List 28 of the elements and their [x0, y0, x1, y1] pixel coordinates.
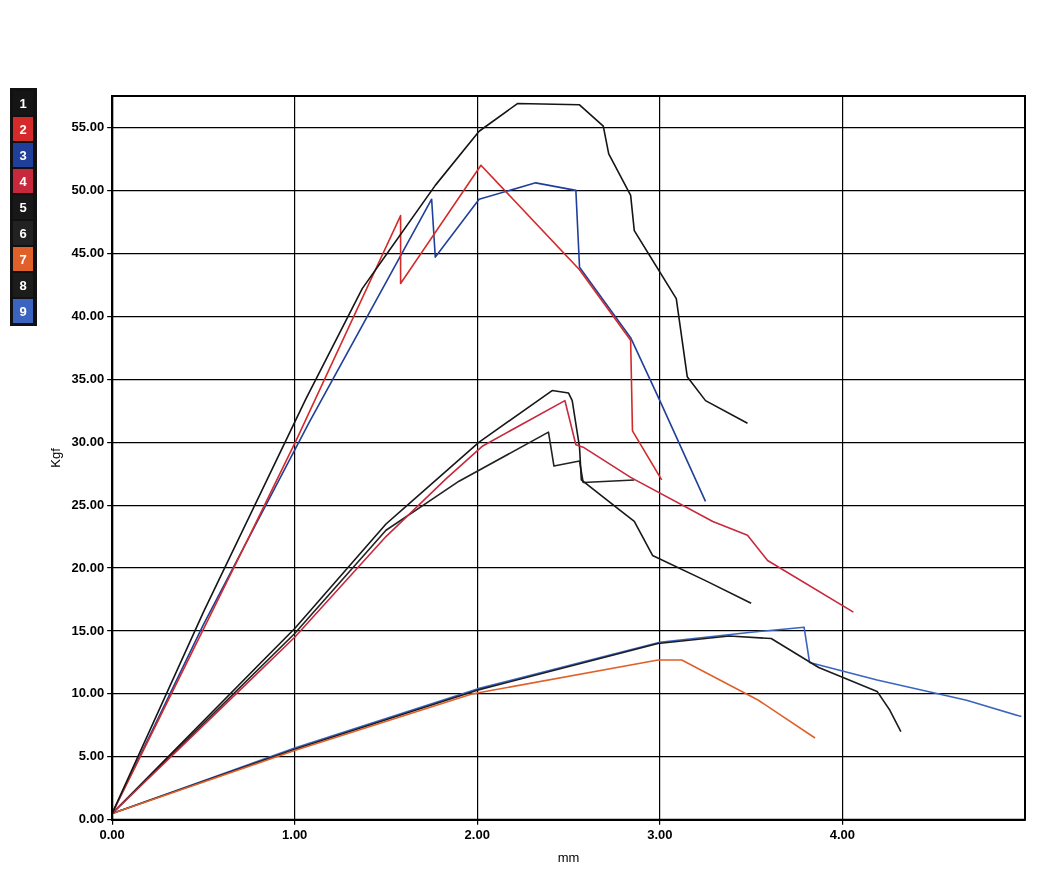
x-tick-label: 1.00 [282, 827, 308, 843]
text: 4 [13, 169, 33, 193]
y-tick-label: 5.00 [78, 748, 105, 764]
text: 3 [13, 143, 33, 167]
x-tick-label: 3.00 [647, 827, 673, 843]
text: 5 [13, 195, 33, 219]
y-axis-title: Kgf [48, 447, 64, 468]
text: 6 [13, 221, 33, 245]
text: 8 [13, 273, 33, 297]
y-tick-label: 30.00 [71, 433, 105, 449]
text: 7 [13, 247, 33, 271]
y-tick-label: 55.00 [71, 119, 105, 135]
y-tick-label: 10.00 [71, 685, 105, 701]
x-tick-label: 4.00 [829, 827, 856, 843]
y-tick-label: 45.00 [71, 244, 105, 260]
x-tick-label: 2.00 [464, 827, 490, 843]
text: 1 [13, 91, 33, 115]
text: 9 [13, 299, 33, 323]
y-tick-label: 15.00 [71, 622, 105, 638]
y-tick-label: 0.00 [78, 811, 105, 827]
x-tick-label: 0.00 [99, 827, 125, 843]
y-tick-label: 25.00 [71, 496, 105, 512]
text: 2 [13, 117, 33, 141]
x-axis-title: mm [557, 849, 580, 865]
y-tick-label: 50.00 [71, 181, 105, 197]
y-tick-label: 40.00 [71, 307, 105, 323]
y-tick-label: 20.00 [71, 559, 105, 575]
y-tick-label: 35.00 [71, 370, 105, 386]
